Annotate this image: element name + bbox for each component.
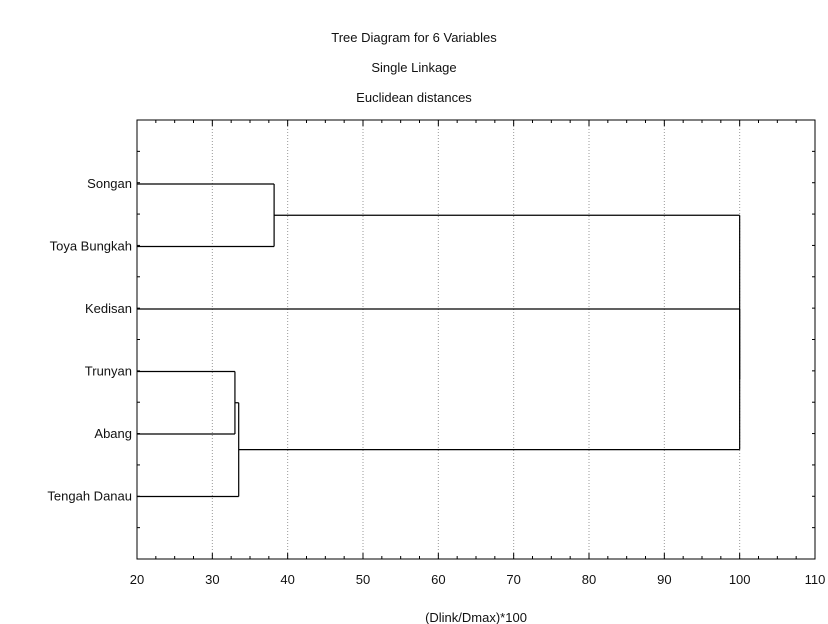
x-axis-title: (Dlink/Dmax)*100 xyxy=(425,610,527,624)
x-tick-label-30: 30 xyxy=(205,572,219,587)
x-tick-label-100: 100 xyxy=(729,572,751,587)
leaf-label-abang: Abang xyxy=(94,426,132,441)
x-tick-label-110: 110 xyxy=(805,572,826,587)
grid-lines xyxy=(211,120,741,559)
leaf-labels: Songan Toya Bungkah Kedisan Trunyan Abang Ten… xyxy=(47,176,132,504)
chart-subtitle-distance: Euclidean distances xyxy=(356,90,472,105)
x-tick-label-60: 60 xyxy=(431,572,445,587)
leaf-label-songan: Songan xyxy=(87,176,132,191)
dendrogram-links xyxy=(137,183,741,498)
leaf-label-tengah-danau: Tengah Danau xyxy=(47,489,132,504)
leaf-label-kedisan: Kedisan xyxy=(85,301,132,316)
x-axis-ticks: 20 30 40 50 60 70 80 90 100 110 xyxy=(130,119,826,587)
x-tick-label-90: 90 xyxy=(657,572,671,587)
x-tick-label-80: 80 xyxy=(582,572,596,587)
chart-subtitle-linkage: Single Linkage xyxy=(371,60,456,75)
leaf-label-trunyan: Trunyan xyxy=(85,364,132,379)
x-tick-label-20: 20 xyxy=(130,572,144,587)
x-tick-label-40: 40 xyxy=(280,572,294,587)
leaf-label-toya-bungkah: Toya Bungkah xyxy=(50,239,132,254)
x-tick-label-50: 50 xyxy=(356,572,370,587)
x-tick-label-70: 70 xyxy=(506,572,520,587)
chart-title: Tree Diagram for 6 Variables xyxy=(331,30,497,45)
